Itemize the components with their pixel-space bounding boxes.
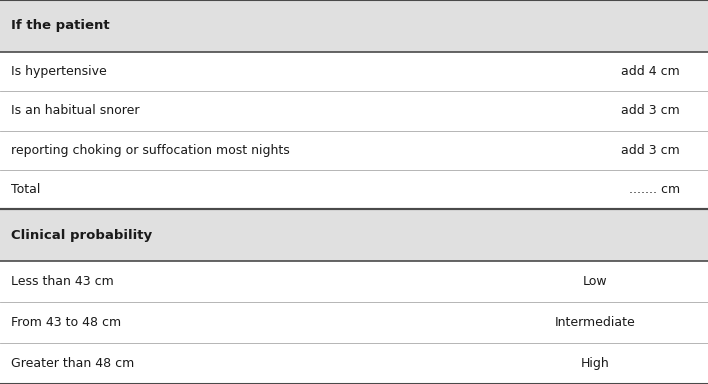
Bar: [0, 209, 708, 261]
Bar: [0, 302, 708, 343]
Text: Less than 43 cm: Less than 43 cm: [11, 275, 113, 288]
Text: If the patient: If the patient: [11, 19, 109, 32]
Text: Is hypertensive: Is hypertensive: [11, 65, 106, 78]
Text: High: High: [581, 357, 609, 370]
Bar: [0, 131, 708, 170]
Bar: [0, 261, 708, 302]
Text: Low: Low: [583, 275, 607, 288]
Bar: [0, 170, 708, 209]
Text: reporting choking or suffocation most nights: reporting choking or suffocation most ni…: [11, 144, 290, 157]
Text: ....... cm: ....... cm: [629, 183, 680, 196]
Text: add 3 cm: add 3 cm: [621, 104, 680, 118]
Text: add 4 cm: add 4 cm: [621, 65, 680, 78]
Bar: [0, 0, 708, 52]
Text: Total: Total: [11, 183, 40, 196]
Bar: [0, 91, 708, 131]
Text: Greater than 48 cm: Greater than 48 cm: [11, 357, 134, 370]
Text: From 43 to 48 cm: From 43 to 48 cm: [11, 316, 121, 329]
Text: Intermediate: Intermediate: [554, 316, 635, 329]
Bar: [0, 52, 708, 91]
Bar: [0, 343, 708, 384]
Text: Is an habitual snorer: Is an habitual snorer: [11, 104, 139, 118]
Text: add 3 cm: add 3 cm: [621, 144, 680, 157]
Text: Clinical probability: Clinical probability: [11, 229, 152, 242]
